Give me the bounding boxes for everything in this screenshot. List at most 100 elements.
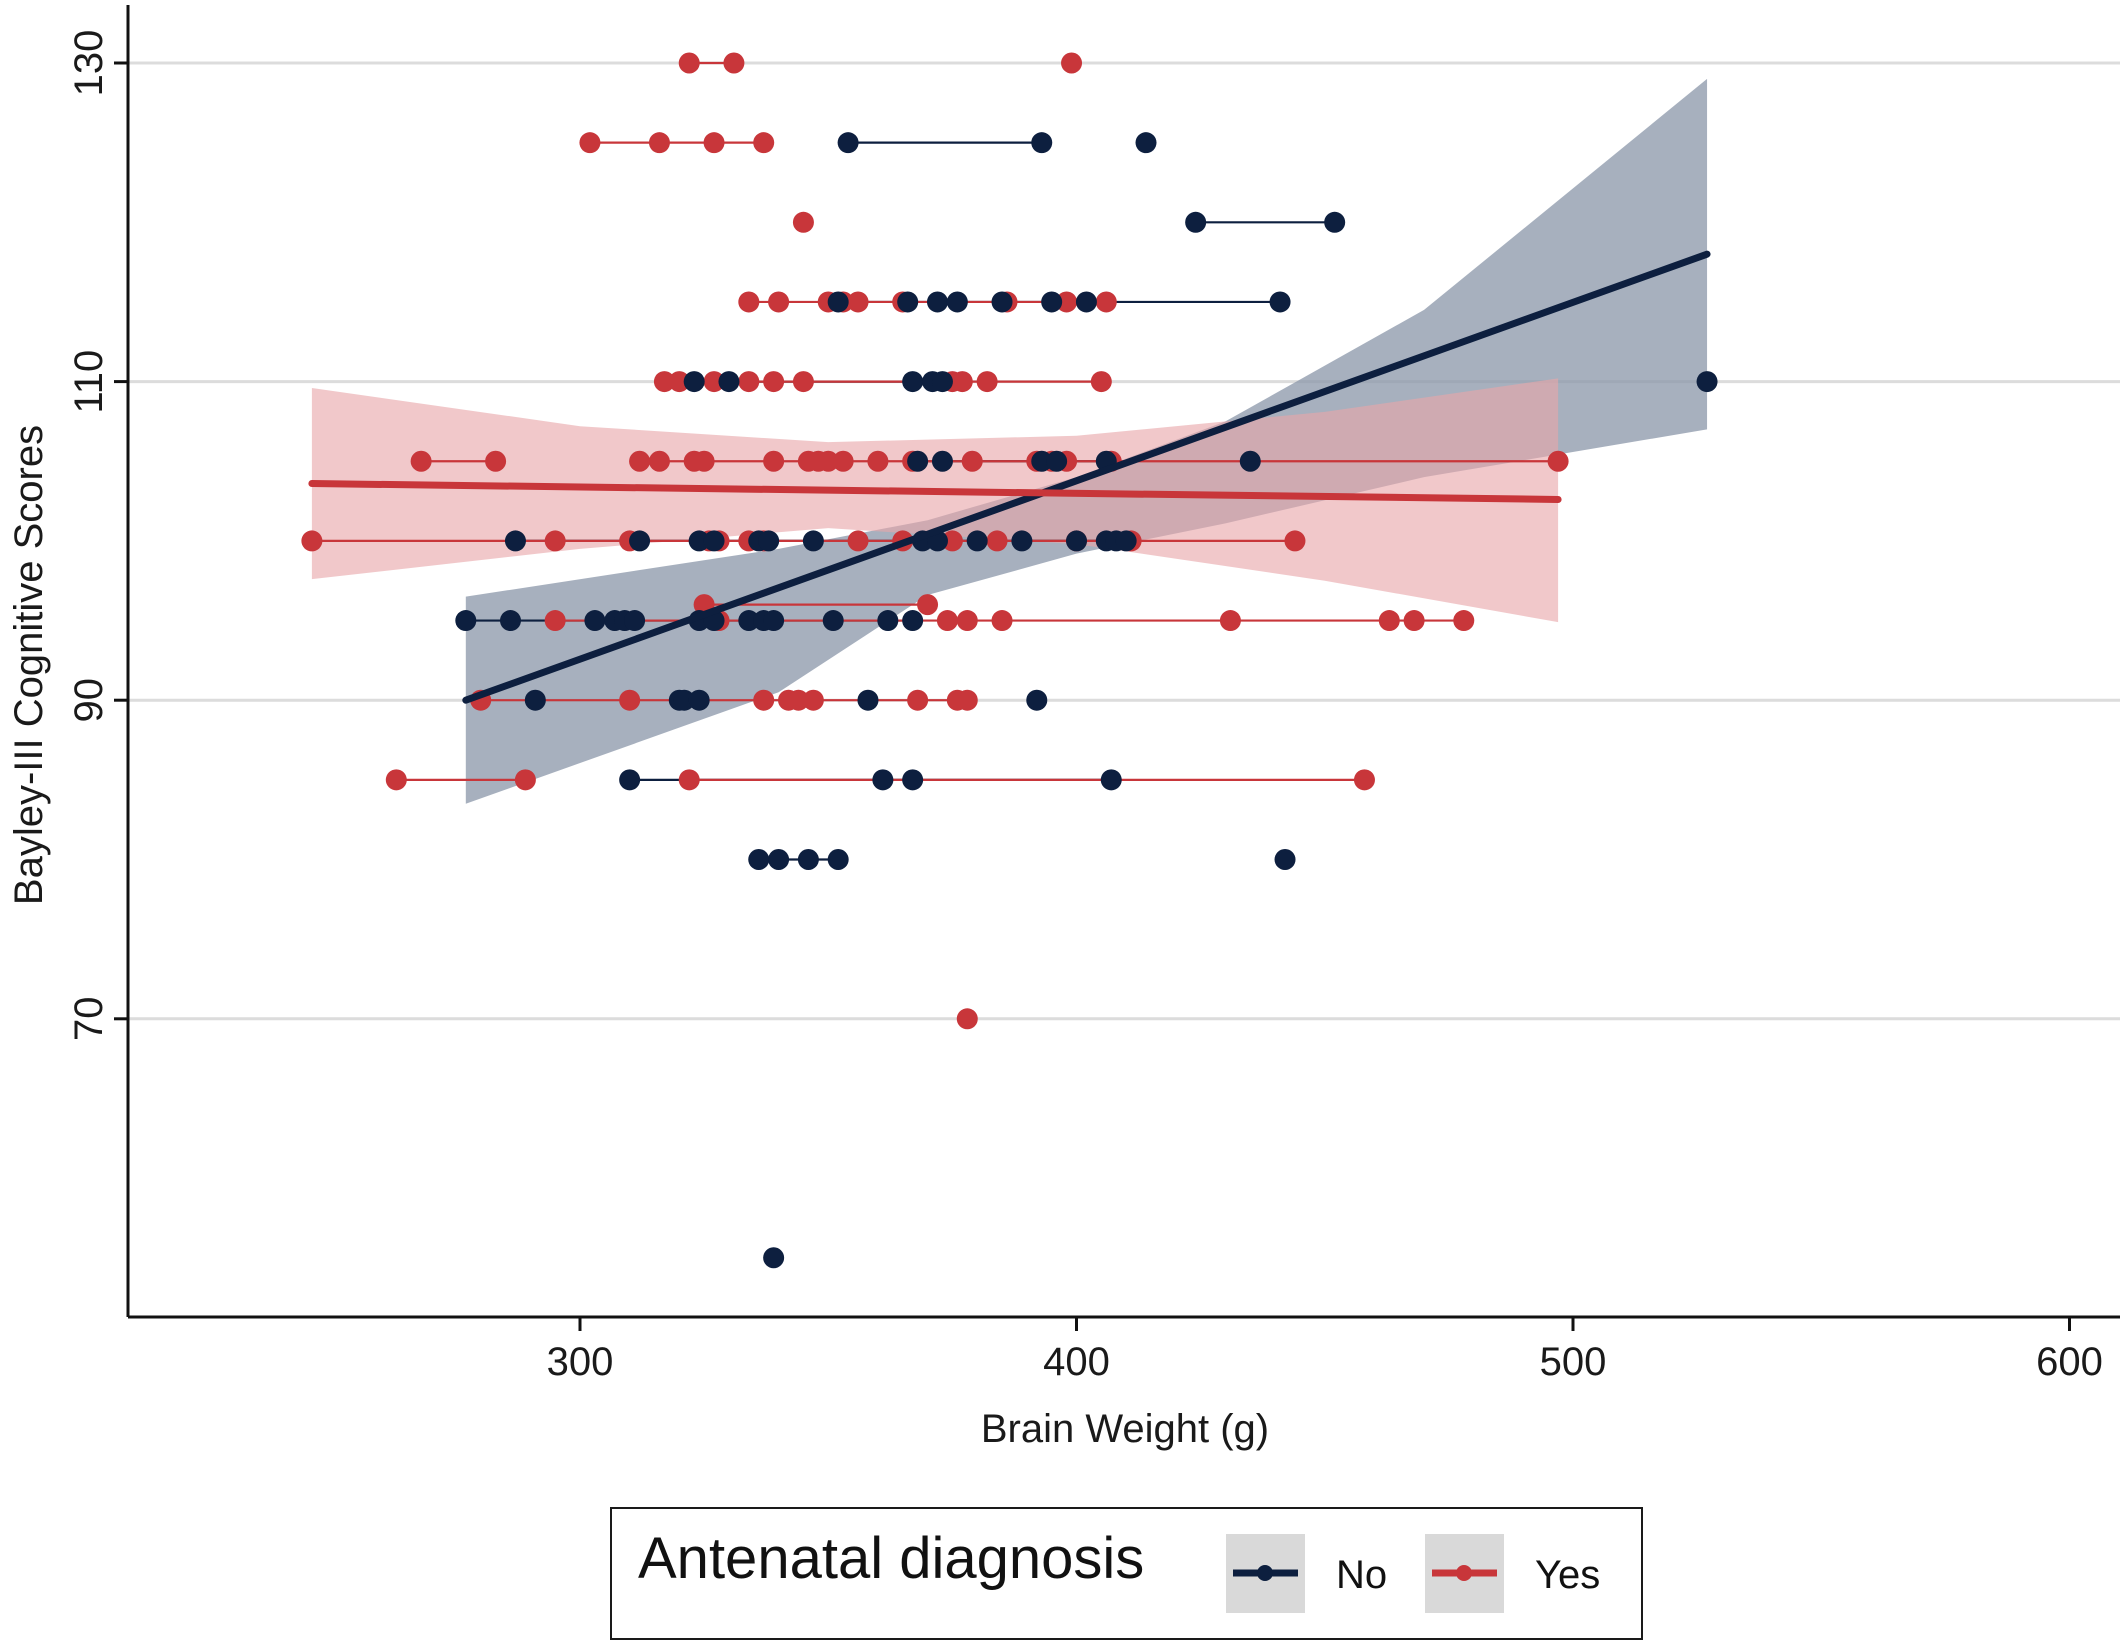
data-point-yes — [410, 450, 432, 472]
data-point-no — [946, 291, 968, 313]
data-point-yes — [991, 610, 1013, 632]
legend-label-no: No — [1336, 1553, 1387, 1597]
data-point-no — [797, 849, 819, 870]
data-point-yes — [544, 530, 566, 552]
data-point-no — [931, 450, 953, 472]
axes: 70 90 110 130 300 400 500 600 — [67, 5, 2120, 1384]
data-point-yes — [936, 610, 958, 632]
data-point-yes — [976, 371, 998, 393]
data-point-no — [1115, 530, 1137, 552]
data-point-yes — [768, 291, 790, 313]
data-point-yes — [1353, 769, 1375, 791]
data-point-no — [1239, 450, 1261, 472]
data-point-no — [902, 769, 924, 791]
data-point-yes — [385, 769, 407, 791]
data-point-no — [504, 530, 526, 552]
ci-band-yes — [311, 378, 1559, 623]
y-axis-title: Bayley-III Cognitive Scores — [7, 425, 51, 905]
fit-line-yes — [308, 480, 1562, 503]
data-point-no — [524, 689, 546, 711]
data-point-no — [1041, 291, 1063, 313]
data-point-no — [1026, 689, 1048, 711]
data-point-yes — [787, 689, 809, 711]
data-point-no — [1269, 291, 1291, 313]
data-point-yes — [1403, 610, 1425, 632]
data-point-no — [763, 610, 785, 632]
x-axis-title: Brain Weight (g) — [981, 1407, 1269, 1451]
data-point-no — [877, 610, 899, 632]
data-point-no — [629, 530, 651, 552]
fit-lines — [308, 250, 1711, 704]
data-point-no — [1324, 211, 1346, 233]
data-point-no — [931, 371, 953, 393]
data-point-yes — [907, 689, 929, 711]
legend-key-no-marker — [1257, 1565, 1273, 1581]
data-point-yes — [961, 450, 983, 472]
y-tick-label-130: 130 — [67, 30, 111, 97]
data-point-yes — [847, 530, 869, 552]
data-point-yes — [792, 371, 814, 393]
data-point-yes — [847, 291, 869, 313]
data-point-yes — [986, 530, 1008, 552]
data-point-yes — [668, 371, 690, 393]
y-tick-label-70: 70 — [67, 997, 111, 1042]
data-point-yes — [1378, 610, 1400, 632]
data-point-yes — [514, 769, 536, 791]
data-point-yes — [703, 132, 725, 154]
data-point-no — [619, 769, 641, 791]
data-point-yes — [703, 371, 725, 393]
data-point-yes — [485, 450, 507, 472]
data-point-no — [1066, 530, 1087, 552]
data-point-yes — [1061, 52, 1083, 74]
data-point-yes — [579, 132, 601, 154]
data-point-yes — [1219, 610, 1241, 632]
legend: Antenatal diagnosis No Yes — [610, 1507, 1643, 1640]
data-point-yes — [817, 450, 839, 472]
data-point-yes — [753, 689, 775, 711]
data-point-yes — [1453, 610, 1475, 632]
data-point-no — [738, 610, 760, 632]
data-point-yes — [738, 291, 760, 313]
data-point-no — [688, 530, 710, 552]
data-point-yes — [956, 689, 978, 711]
data-point-yes — [1095, 291, 1117, 313]
data-point-no — [683, 371, 705, 393]
data-point-no — [991, 291, 1013, 313]
x-tick-label-400: 400 — [1043, 1340, 1110, 1384]
data-point-yes — [544, 610, 566, 632]
data-point-yes — [1056, 291, 1078, 313]
data-point-yes — [619, 689, 641, 711]
data-point-no — [857, 689, 879, 711]
data-point-no — [763, 1247, 785, 1269]
data-point-yes — [867, 450, 889, 472]
data-point-no — [1274, 849, 1296, 870]
data-point-no — [1011, 530, 1033, 552]
data-point-no — [718, 371, 740, 393]
x-tick-label-300: 300 — [547, 1340, 614, 1384]
legend-label-yes: Yes — [1535, 1553, 1600, 1597]
fit-line-no — [462, 250, 1711, 704]
data-point-no — [897, 291, 919, 313]
data-point-no — [1135, 132, 1157, 154]
data-point-no — [872, 769, 894, 791]
data-point-yes — [956, 1008, 978, 1030]
y-tick-label-90: 90 — [67, 678, 111, 723]
data-point-no — [1075, 291, 1097, 313]
data-point-yes — [648, 132, 670, 154]
data-point-no — [822, 610, 844, 632]
data-point-yes — [1090, 371, 1112, 393]
data-point-no — [926, 291, 948, 313]
data-point-yes — [301, 530, 323, 552]
data-point-yes — [956, 610, 978, 632]
data-point-no — [1696, 371, 1718, 393]
data-point-no — [902, 371, 924, 393]
data-point-no — [1046, 450, 1068, 472]
data-point-yes — [648, 450, 670, 472]
data-point-no — [966, 530, 988, 552]
data-point-no — [802, 530, 824, 552]
data-point-yes — [763, 450, 785, 472]
data-point-no — [584, 610, 606, 632]
data-point-no — [1031, 450, 1053, 472]
data-point-yes — [723, 52, 745, 74]
data-point-no — [703, 530, 725, 552]
